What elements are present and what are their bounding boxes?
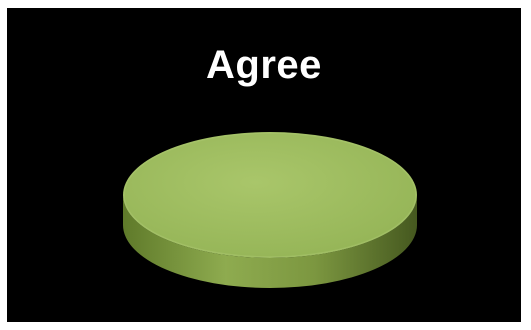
pie-chart	[123, 132, 417, 288]
pie-slice-agree	[123, 132, 417, 258]
pie-rim-highlight	[123, 132, 417, 258]
chart-area: Agree	[7, 8, 521, 322]
chart-title: Agree	[206, 43, 322, 87]
pie-slice-side-agree	[123, 195, 417, 288]
